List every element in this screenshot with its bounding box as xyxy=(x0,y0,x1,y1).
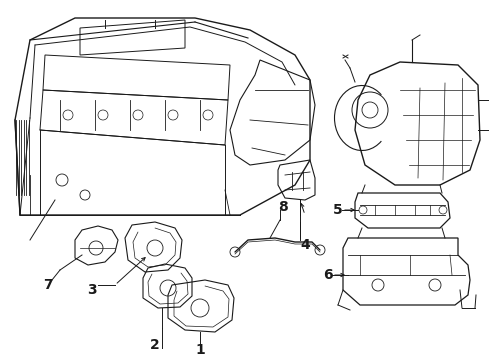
Text: 2: 2 xyxy=(150,338,160,352)
Text: 1: 1 xyxy=(195,343,205,357)
Text: 7: 7 xyxy=(43,278,53,292)
Text: 6: 6 xyxy=(323,268,333,282)
Text: 5: 5 xyxy=(333,203,343,217)
Text: 3: 3 xyxy=(87,283,97,297)
Text: 4: 4 xyxy=(300,238,310,252)
Text: 8: 8 xyxy=(278,200,288,214)
